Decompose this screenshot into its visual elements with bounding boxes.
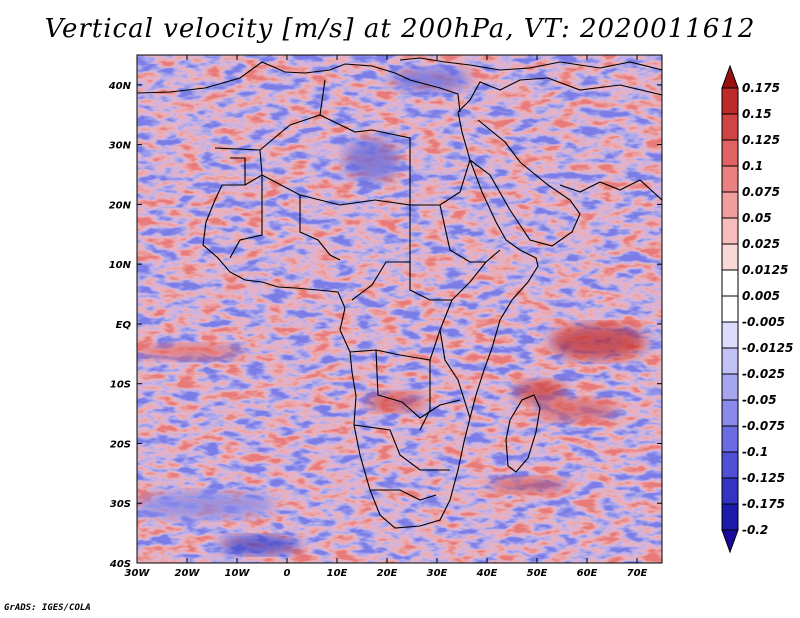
colorbar-label: -0.05 <box>742 393 777 407</box>
coastlines-and-borders <box>137 57 662 529</box>
lon-tick-label: 50E <box>527 568 548 579</box>
colorbar-swatch <box>722 426 738 452</box>
colorbar-label: 0.125 <box>742 133 780 147</box>
lat-tick-label: 10N <box>109 260 132 271</box>
colorbar-swatch <box>722 374 738 400</box>
lon-tick-label: 60E <box>577 568 598 579</box>
colorbar-label: -0.005 <box>742 315 785 329</box>
colorbar-swatch <box>722 348 738 374</box>
lon-tick-label: 40E <box>476 568 498 579</box>
lat-tick-label: 20N <box>109 200 132 211</box>
lat-tick-label: 30N <box>109 141 132 152</box>
colorbar-label: 0.1 <box>742 159 763 173</box>
colorbar-swatch <box>722 88 738 114</box>
grads-credit: GrADS: IGES/COLA <box>4 603 91 613</box>
colorbar-swatch <box>722 478 738 504</box>
colorbar-label: -0.1 <box>742 445 768 459</box>
lat-tick-label: 40S <box>109 559 131 570</box>
colorbar-swatch <box>722 140 738 166</box>
colorbar: 0.175 0.15 0.125 0.1 0.075 0.05 0.025 0.0125 0.0… <box>721 64 793 554</box>
colorbar-swatch <box>722 166 738 192</box>
strong-velocity-patches <box>137 68 646 555</box>
colorbar-swatch <box>722 296 738 322</box>
lat-tick-label: 40N <box>108 81 132 92</box>
colorbar-swatch <box>722 504 738 530</box>
lon-tick-label: 30W <box>125 568 151 579</box>
colorbar-label: 0.025 <box>742 237 780 251</box>
lon-tick-label: 10E <box>327 568 348 579</box>
colorbar-swatch <box>722 322 738 348</box>
colorbar-label: 0.005 <box>742 289 780 303</box>
longitude-axis: 30W 20W 10W 0 10E 20E 30E 40E 50E 60E 70E <box>125 55 648 579</box>
lon-tick-label: 20W <box>175 568 201 579</box>
map-plot-area <box>136 54 663 564</box>
colorbar-swatch <box>722 114 738 140</box>
colorbar-label: -0.175 <box>742 497 785 511</box>
colorbar-bottom-arrow <box>721 529 739 554</box>
plot-frame <box>136 54 663 564</box>
colorbar-label: 0.15 <box>742 107 772 121</box>
colorbar-label: -0.0125 <box>742 341 793 355</box>
colorbar-swatch <box>722 400 738 426</box>
colorbar-label: -0.125 <box>742 471 785 485</box>
colorbar-label: 0.175 <box>742 81 780 95</box>
colorbar-label: -0.025 <box>742 367 785 381</box>
colorbar-label: -0.2 <box>742 523 768 537</box>
lat-tick-label: EQ <box>116 320 132 331</box>
colorbar-swatch <box>722 270 738 296</box>
lon-tick-label: 20E <box>377 568 398 579</box>
colorbar-label: 0.05 <box>742 211 772 225</box>
vertical-velocity-field <box>137 55 662 563</box>
colorbar-swatch <box>722 192 738 218</box>
lat-tick-label: 20S <box>110 439 131 450</box>
colorbar-swatch <box>722 452 738 478</box>
colorbar-label: 0.075 <box>742 185 780 199</box>
colorbar-top-arrow <box>721 64 739 89</box>
latitude-axis: 40N 30N 20N 10N EQ 10S 20S 30S 40S <box>108 81 662 570</box>
map-title: Vertical velocity [m/s] at 200hPa, VT: 2… <box>44 14 756 44</box>
lat-tick-label: 10S <box>110 380 131 391</box>
lon-tick-label: 30E <box>427 568 448 579</box>
lon-tick-label: 10W <box>225 568 251 579</box>
colorbar-swatch <box>722 244 738 270</box>
colorbar-swatch <box>722 218 738 244</box>
lat-tick-label: 30S <box>110 499 131 510</box>
colorbar-label: -0.075 <box>742 419 785 433</box>
colorbar-label: 0.0125 <box>742 263 788 277</box>
lon-tick-label: 0 <box>284 568 291 579</box>
lon-tick-label: 70E <box>627 568 648 579</box>
